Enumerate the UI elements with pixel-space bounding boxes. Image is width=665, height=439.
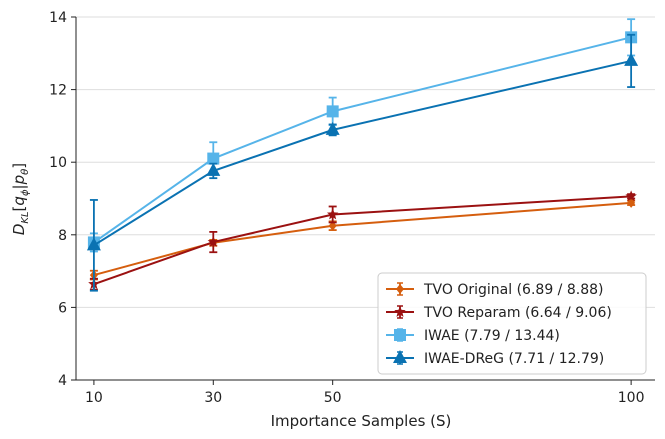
series-1-point-1 xyxy=(207,236,219,247)
x-tick-label-100: 100 xyxy=(618,390,645,406)
legend-entry-1: TVO Reparam (6.64 / 9.06) xyxy=(386,305,612,321)
y-axis-label-p: p xyxy=(10,175,28,186)
axes xyxy=(75,17,655,381)
series-3-point-0 xyxy=(86,237,101,251)
series-0-line xyxy=(93,201,632,277)
series-3 xyxy=(86,33,639,292)
y-axis-label-kl: KL xyxy=(20,211,31,223)
legend-entry-2: IWAE (7.79 / 13.44) xyxy=(386,328,560,344)
series-3-line xyxy=(93,59,632,247)
series-3-point-2 xyxy=(325,121,340,135)
y-tick-label-4: 4 xyxy=(58,373,67,389)
legend-entry-3: IWAE-DReG (7.71 / 12.79) xyxy=(386,350,604,367)
series-layer xyxy=(86,18,639,292)
y-axis-label-q: q xyxy=(10,196,28,206)
series-2-point-1 xyxy=(207,152,220,165)
series-3-point-3 xyxy=(624,52,639,66)
series-1-point-2 xyxy=(326,208,339,220)
y-axis-label-bar: | xyxy=(10,184,28,189)
legend-marker-0 xyxy=(396,284,404,294)
series-1-line xyxy=(93,195,632,286)
x-ticks: 10 30 50 100 xyxy=(85,380,644,406)
legend-box xyxy=(377,272,647,375)
legend-marker-1 xyxy=(394,306,406,317)
y-axis-label-d: D xyxy=(10,224,28,236)
series-3-point-1 xyxy=(206,162,221,176)
legend-label-0: TVO Original (6.89 / 8.88) xyxy=(423,282,603,298)
x-axis-label: Importance Samples (S) xyxy=(271,412,452,430)
x-tick-label-10: 10 xyxy=(85,390,103,406)
series-1 xyxy=(88,190,637,291)
x-tick-label-50: 50 xyxy=(324,390,342,406)
legend-label-1: TVO Reparam (6.64 / 9.06) xyxy=(423,305,612,321)
y-axis-label-theta: θ xyxy=(20,169,31,175)
series-2 xyxy=(87,18,638,253)
legend-label-2: IWAE (7.79 / 13.44) xyxy=(424,328,560,344)
y-tick-label-8: 8 xyxy=(58,228,67,244)
legend-label-3: IWAE-DReG (7.71 / 12.79) xyxy=(424,351,604,367)
y-tick-label-12: 12 xyxy=(49,83,67,99)
series-1-point-3 xyxy=(625,190,637,202)
y-tick-label-6: 6 xyxy=(58,300,67,316)
legend-entry-0: TVO Original (6.89 / 8.88) xyxy=(386,282,603,298)
series-2-line xyxy=(93,36,632,244)
y-axis-label-phi: ϕ xyxy=(20,189,31,196)
legend: TVO Original (6.89 / 8.88) TVO Reparam (6… xyxy=(377,272,647,375)
series-0-point-3 xyxy=(627,197,636,208)
y-tick-label-10: 10 xyxy=(49,155,67,171)
legend-marker-2 xyxy=(394,329,406,341)
series-2-point-2 xyxy=(326,105,339,118)
y-axis-label: DKL[qϕ|pθ] xyxy=(10,163,31,235)
y-axis-label-rest: [ xyxy=(10,206,28,212)
x-tick-label-30: 30 xyxy=(204,390,222,406)
y-axis-label-close: ] xyxy=(10,163,28,169)
legend-marker-3 xyxy=(393,350,407,363)
y-tick-label-14: 14 xyxy=(49,10,67,26)
series-0 xyxy=(89,197,636,281)
y-ticks: 4 6 8 10 12 14 xyxy=(49,10,76,389)
